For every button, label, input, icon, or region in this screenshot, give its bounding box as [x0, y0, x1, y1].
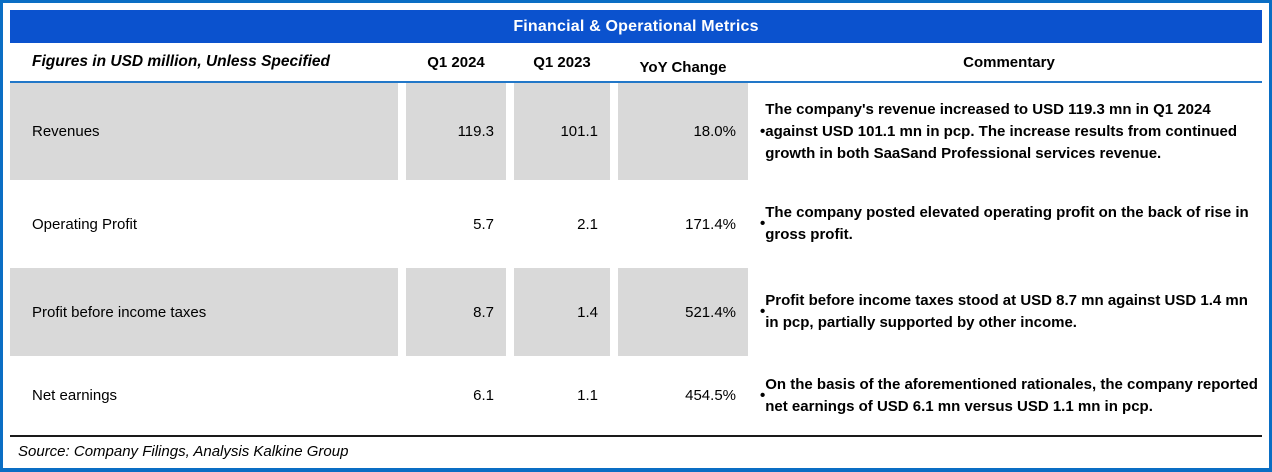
- table-title-bar: Financial & Operational Metrics: [10, 10, 1262, 43]
- value-q1-2023: 101.1: [514, 83, 610, 180]
- bullet-glyph: •: [760, 122, 766, 140]
- header-figures-label: Figures in USD million, Unless Specified: [32, 53, 331, 70]
- commentary-text: Profit before income taxes stood at USD …: [765, 292, 1248, 331]
- table-title: Financial & Operational Metrics: [513, 17, 759, 35]
- value-q1-2024: 6.1: [473, 387, 494, 404]
- value-q1-2024: 119.3: [406, 83, 506, 180]
- commentary-text: The company's revenue increased to USD 1…: [765, 100, 1238, 162]
- bullet-glyph: •: [760, 303, 766, 320]
- commentary-cell: • Profit before income taxes stood at USD…: [756, 268, 1262, 356]
- value-q1-2023: 2.1: [577, 215, 598, 233]
- commentary-cell: • The company's revenue increased to USD …: [756, 83, 1262, 180]
- commentary-text: The company posted elevated operating pr…: [765, 204, 1249, 243]
- header-q1-2024: Q1 2024: [427, 53, 485, 71]
- commentary-cell: • On the basis of the aforementioned rati…: [756, 356, 1262, 435]
- value-q1-2023: 1.4: [514, 268, 610, 356]
- header-yoy-change: YoY Change: [639, 58, 727, 76]
- commentary-cell: • The company posted elevated operating p…: [756, 180, 1262, 268]
- value-yoy-change: 18.0%: [618, 83, 748, 180]
- table-header-row: Figures in USD million, Unless Specified…: [10, 43, 1262, 83]
- metric-label: Operating Profit: [32, 215, 138, 233]
- commentary-text: On the basis of the aforementioned ratio…: [765, 375, 1258, 415]
- table-row: Net earnings 6.1 1.1 454.5% • On the basi…: [10, 356, 1262, 435]
- table-row: Profit before income taxes 8.7 1.4 521.4…: [10, 268, 1262, 356]
- value-q1-2024: 5.7: [473, 215, 494, 233]
- header-q1-2023: Q1 2023: [533, 53, 591, 71]
- value-q1-2023: 1.1: [577, 387, 598, 404]
- source-text: Source: Company Filings, Analysis Kalkin…: [18, 443, 349, 460]
- source-attribution: Source: Company Filings, Analysis Kalkin…: [10, 435, 1262, 466]
- table-row: Operating Profit 5.7 2.1 171.4% • The com…: [10, 180, 1262, 268]
- value-q1-2024: 8.7: [406, 268, 506, 356]
- metric-label: Revenues: [10, 83, 398, 180]
- value-yoy-change: 171.4%: [685, 215, 736, 233]
- bullet-glyph: •: [760, 215, 766, 232]
- metric-label: Net earnings: [32, 387, 118, 404]
- value-yoy-change: 521.4%: [618, 268, 748, 356]
- metric-label: Profit before income taxes: [10, 268, 398, 356]
- bullet-glyph: •: [760, 386, 766, 404]
- header-commentary: Commentary: [963, 53, 1055, 71]
- table-row: Revenues 119.3 101.1 18.0% • The company'…: [10, 83, 1262, 180]
- value-yoy-change: 454.5%: [685, 387, 736, 404]
